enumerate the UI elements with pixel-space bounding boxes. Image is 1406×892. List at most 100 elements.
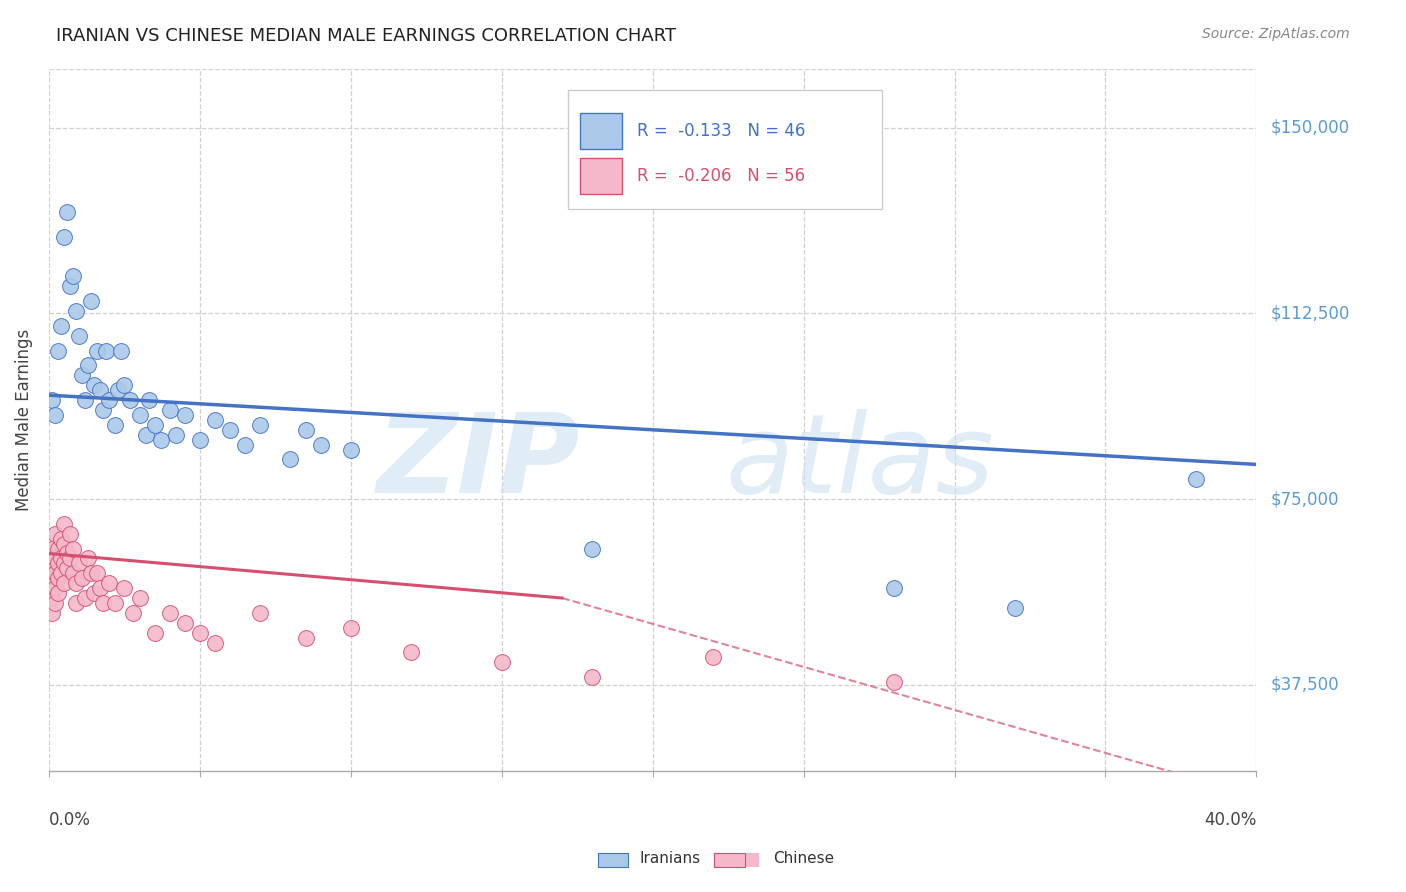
Point (173, 615, 195, 630)
Point (89, 581, 111, 595)
Point (49, 566, 72, 581)
Point (399, 645, 422, 659)
Point (96, 343, 118, 358)
Point (219, 423, 242, 437)
Point (294, 631, 316, 645)
Point (883, 581, 905, 595)
Text: $37,500: $37,500 (1271, 675, 1340, 694)
Point (138, 393, 160, 408)
Text: 40.0%: 40.0% (1204, 811, 1257, 829)
Point (204, 413, 226, 427)
Text: atlas: atlas (725, 409, 994, 516)
Point (70, 571, 93, 585)
Point (149, 433, 172, 447)
Point (56, 561, 79, 575)
Point (44, 526, 66, 541)
Point (135, 427, 157, 442)
Point (188, 433, 211, 447)
Point (86, 566, 108, 581)
Point (46, 557, 69, 571)
Point (83, 378, 105, 392)
Point (104, 596, 127, 610)
Point (59, 279, 82, 293)
Point (41, 576, 63, 591)
Point (233, 437, 256, 451)
Point (53, 516, 76, 531)
Point (44, 596, 66, 610)
Point (143, 417, 166, 432)
Point (883, 675, 905, 690)
Point (491, 656, 513, 670)
Point (49, 551, 72, 566)
Point (44, 551, 66, 566)
Point (249, 606, 271, 620)
Point (46, 541, 69, 556)
Point (80, 566, 103, 581)
Point (65, 596, 87, 610)
Point (75, 393, 97, 408)
Point (49, 318, 72, 333)
Point (89, 383, 111, 397)
Point (77, 551, 100, 566)
Point (104, 417, 127, 432)
Point (46, 343, 69, 358)
Point (1004, 601, 1026, 615)
Point (59, 551, 82, 566)
Point (62, 541, 84, 556)
Point (59, 526, 82, 541)
Text: ▪: ▪ (609, 844, 628, 872)
Text: Source: ZipAtlas.com: Source: ZipAtlas.com (1202, 27, 1350, 41)
Point (83, 586, 105, 600)
Point (56, 205, 79, 219)
Point (581, 670, 603, 684)
Bar (581, 113, 623, 149)
Point (122, 606, 145, 620)
Text: ▪: ▪ (742, 844, 762, 872)
Point (46, 586, 69, 600)
Point (128, 408, 150, 422)
Point (188, 625, 211, 640)
Text: Chinese: Chinese (773, 851, 834, 865)
Point (159, 606, 181, 620)
Point (53, 557, 76, 571)
Point (159, 403, 181, 417)
Point (75, 591, 97, 605)
Point (77, 359, 100, 373)
Text: R =  -0.206   N = 56: R = -0.206 N = 56 (637, 167, 806, 185)
Point (44, 408, 66, 422)
Point (110, 343, 132, 358)
Point (80, 294, 103, 309)
Y-axis label: Median Male Earnings: Median Male Earnings (15, 329, 32, 511)
Point (70, 368, 93, 383)
Point (204, 635, 226, 649)
Point (173, 408, 195, 422)
Bar (581, 158, 623, 194)
Point (98, 576, 121, 591)
Point (107, 383, 129, 397)
Point (49, 532, 72, 546)
Point (53, 229, 76, 244)
Point (53, 576, 76, 591)
Point (41, 591, 63, 605)
Text: 0.0%: 0.0% (49, 811, 91, 829)
Text: $112,500: $112,500 (1271, 304, 1350, 323)
Text: $150,000: $150,000 (1271, 119, 1350, 136)
Point (165, 427, 187, 442)
Point (120, 393, 142, 408)
Point (62, 566, 84, 581)
Point (41, 541, 63, 556)
Point (128, 591, 150, 605)
Point (294, 423, 316, 437)
FancyBboxPatch shape (568, 89, 882, 209)
Point (44, 581, 66, 595)
Point (41, 393, 63, 408)
Point (62, 269, 84, 284)
Point (65, 576, 87, 591)
Point (340, 442, 363, 457)
Point (65, 304, 87, 318)
Text: ZIP: ZIP (377, 409, 581, 516)
Point (340, 621, 363, 635)
Point (114, 581, 136, 595)
Point (702, 650, 724, 665)
Point (91, 596, 114, 610)
